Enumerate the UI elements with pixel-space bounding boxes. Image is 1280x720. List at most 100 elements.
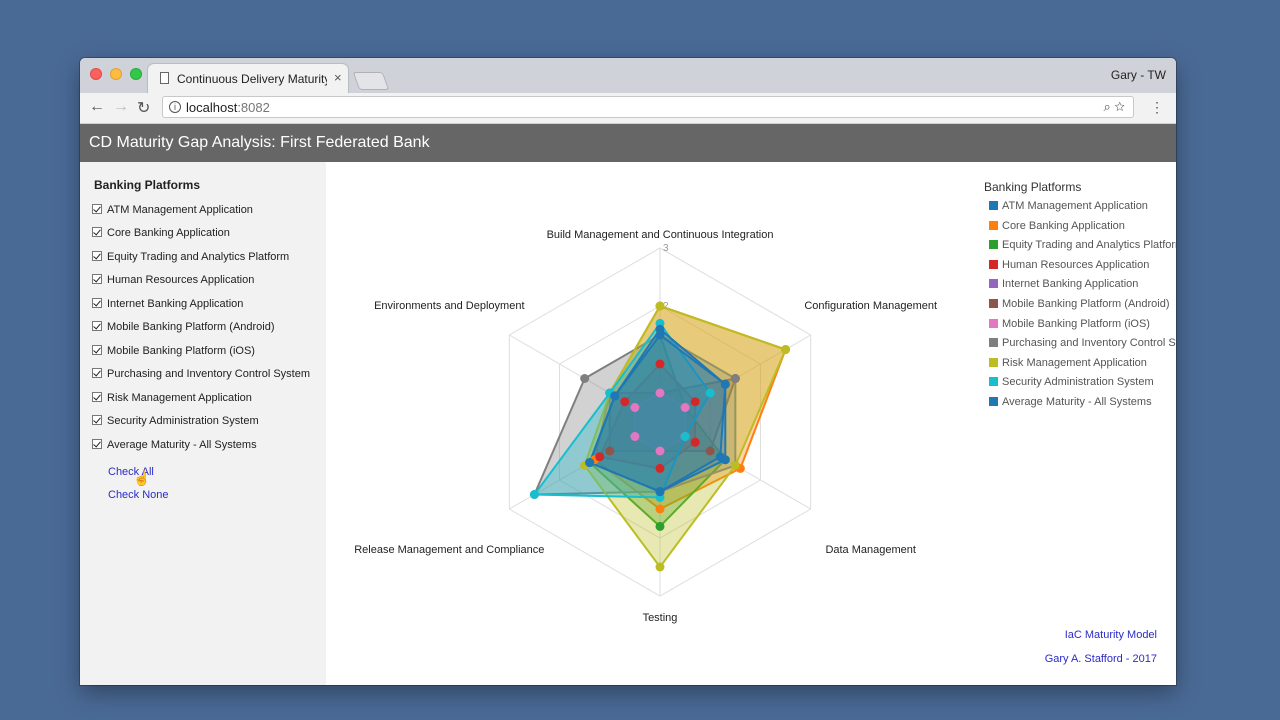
series-point: [655, 463, 665, 473]
tick-label: 3: [663, 243, 669, 254]
legend-label: ATM Management Application: [1002, 200, 1148, 212]
series-point: [690, 397, 700, 407]
checkbox[interactable]: [92, 227, 102, 237]
checkbox-label: Internet Banking Application: [107, 298, 244, 310]
series-point: [680, 403, 690, 412]
check-all-link[interactable]: Check All: [108, 466, 154, 478]
checkbox[interactable]: [92, 298, 102, 308]
series-point: [720, 379, 730, 389]
axis-label: Build Management and Continuous Integrat…: [547, 229, 774, 241]
checkbox-row[interactable]: Average Maturity - All Systems: [92, 439, 257, 451]
legend-label: Human Resources Application: [1002, 258, 1150, 271]
checkbox-label: Mobile Banking Platform (Android): [107, 321, 275, 333]
axis-label: Release Management and Compliance: [354, 544, 544, 556]
legend-item: Security Administration System: [984, 376, 1176, 396]
main-panel: 2 3 Build Management and Continuous Integ…: [326, 162, 1176, 685]
url-text: localhost:8082: [186, 100, 270, 115]
checkbox-label: Equity Trading and Analytics Platform: [107, 251, 290, 263]
checkbox[interactable]: [92, 392, 102, 402]
checkbox-row[interactable]: Core Banking Application: [92, 227, 230, 239]
checkbox-label: Average Maturity - All Systems: [107, 439, 257, 451]
series-point: [705, 388, 715, 398]
app-header: CD Maturity Gap Analysis: First Federate…: [80, 124, 1176, 162]
checkbox-row[interactable]: Purchasing and Inventory Control System: [92, 368, 310, 380]
checkbox-row[interactable]: Security Administration System: [92, 415, 259, 427]
series-point: [715, 452, 725, 462]
checkbox-row[interactable]: Mobile Banking Platform (Android): [92, 321, 275, 333]
checkbox-label: Core Banking Application: [107, 227, 230, 239]
new-tab-button[interactable]: [352, 72, 390, 90]
author-link[interactable]: Gary A. Stafford - 2017: [1044, 653, 1157, 665]
checkbox-row[interactable]: Internet Banking Application: [92, 298, 243, 310]
legend-label: Security Administration System: [1002, 376, 1154, 389]
checkbox-row[interactable]: Risk Management Application: [92, 392, 252, 404]
legend-swatch: [989, 338, 998, 348]
checkbox-label: ATM Management Application: [107, 204, 253, 216]
series-point: [680, 432, 690, 441]
close-window-button[interactable]: [90, 68, 102, 80]
radar-points: [529, 301, 791, 572]
mouse-cursor-icon: ☝: [133, 470, 151, 486]
url-host: localhost: [186, 100, 238, 115]
axis-label: Testing: [643, 612, 678, 624]
series-point: [580, 374, 590, 383]
checkbox[interactable]: [92, 321, 102, 331]
legend-label: Purchasing and Inventory Control System: [1002, 337, 1176, 350]
series-point: [655, 301, 665, 311]
series-point: [655, 324, 665, 334]
legend-label: Equity Trading and Analytics Platform: [1002, 239, 1176, 252]
legend-item: ATM Management Application: [984, 200, 1176, 220]
checkbox[interactable]: [92, 251, 102, 261]
menu-icon[interactable]: ⋮: [1150, 99, 1164, 115]
legend-title: Banking Platforms: [984, 180, 1082, 194]
checkbox[interactable]: [92, 368, 102, 378]
maturity-model-link[interactable]: IaC Maturity Model: [1064, 629, 1157, 641]
checkbox-row[interactable]: Human Resources Application: [92, 274, 254, 286]
checkbox-label: Risk Management Application: [107, 392, 252, 404]
maximize-window-button[interactable]: [130, 68, 142, 80]
checkbox-row[interactable]: Mobile Banking Platform (iOS): [92, 345, 255, 357]
checkbox-row[interactable]: ATM Management Application: [92, 204, 253, 216]
series-point: [655, 487, 665, 497]
tab-close-icon[interactable]: ×: [334, 70, 342, 85]
legend-label: Mobile Banking Platform (Android): [1002, 297, 1170, 310]
sidebar-heading: Banking Platforms: [94, 178, 201, 192]
legend-label: Internet Banking Application: [1002, 278, 1139, 291]
legend-item: Equity Trading and Analytics Platform: [984, 239, 1176, 259]
legend-swatch: [989, 259, 998, 269]
info-icon[interactable]: i: [169, 101, 181, 113]
check-none-link[interactable]: Check None: [108, 489, 169, 501]
series-point: [730, 461, 740, 470]
tick-label: 2: [663, 301, 669, 312]
browser-tab[interactable]: Continuous Delivery Maturity M ×: [148, 64, 348, 93]
legend-item: Purchasing and Inventory Control System: [984, 337, 1176, 357]
series-point: [690, 437, 700, 447]
legend-swatch: [989, 396, 998, 406]
series-point: [630, 403, 640, 412]
series-point: [781, 345, 791, 354]
series-point: [610, 391, 620, 401]
legend-item: Average Maturity - All Systems: [984, 396, 1176, 416]
checkbox-row[interactable]: Equity Trading and Analytics Platform: [92, 251, 289, 263]
checkbox[interactable]: [92, 274, 102, 284]
forward-icon[interactable]: →: [113, 98, 129, 115]
star-icon[interactable]: ☆: [1114, 99, 1125, 114]
checkbox-label: Security Administration System: [107, 415, 259, 427]
checkbox[interactable]: [92, 415, 102, 425]
legend-swatch: [989, 377, 998, 387]
checkbox-label: Purchasing and Inventory Control System: [107, 368, 310, 380]
checkbox[interactable]: [92, 345, 102, 355]
reload-icon[interactable]: ↻: [137, 100, 151, 117]
profile-name[interactable]: Gary - TW: [1110, 68, 1166, 82]
minimize-window-button[interactable]: [110, 68, 122, 80]
page-title: CD Maturity Gap Analysis: First Federate…: [89, 134, 430, 151]
legend-item: Internet Banking Application: [984, 278, 1176, 298]
checkbox[interactable]: [92, 204, 102, 214]
back-icon[interactable]: ←: [89, 98, 105, 115]
address-bar[interactable]: i localhost:8082 ⌕ ☆: [162, 96, 1134, 118]
page-icon: [160, 72, 169, 84]
series-point: [620, 397, 630, 407]
checkbox[interactable]: [92, 439, 102, 449]
zoom-icon[interactable]: ⌕: [1103, 99, 1111, 114]
series-point: [705, 446, 715, 456]
